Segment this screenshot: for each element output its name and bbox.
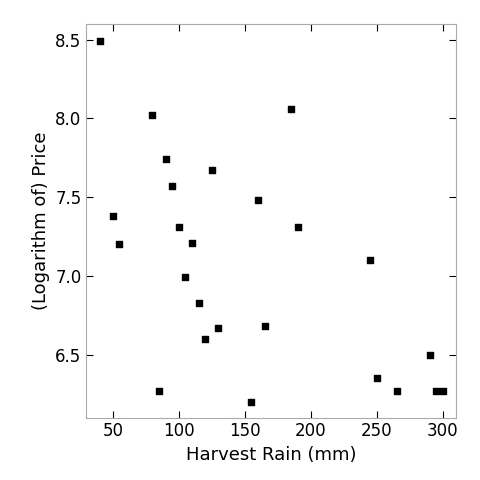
Point — [248, 398, 255, 406]
X-axis label: Harvest Rain (mm): Harvest Rain (mm) — [186, 446, 357, 464]
Point — [195, 299, 203, 307]
Point — [96, 37, 104, 45]
Point — [215, 324, 222, 332]
Point — [116, 240, 123, 248]
Point — [168, 182, 176, 190]
Point — [149, 111, 156, 119]
Point — [202, 335, 209, 343]
Point — [432, 387, 440, 395]
Point — [426, 351, 433, 359]
Point — [439, 387, 446, 395]
Point — [393, 387, 400, 395]
Point — [366, 256, 374, 264]
Y-axis label: (Logarithm of) Price: (Logarithm of) Price — [32, 132, 50, 310]
Point — [188, 239, 196, 247]
Point — [208, 167, 216, 174]
Point — [261, 323, 268, 330]
Point — [373, 374, 381, 382]
Point — [287, 105, 295, 113]
Point — [155, 387, 163, 395]
Point — [175, 223, 182, 231]
Point — [254, 196, 262, 204]
Point — [294, 223, 301, 231]
Point — [109, 212, 117, 220]
Point — [162, 156, 169, 163]
Point — [181, 274, 189, 281]
